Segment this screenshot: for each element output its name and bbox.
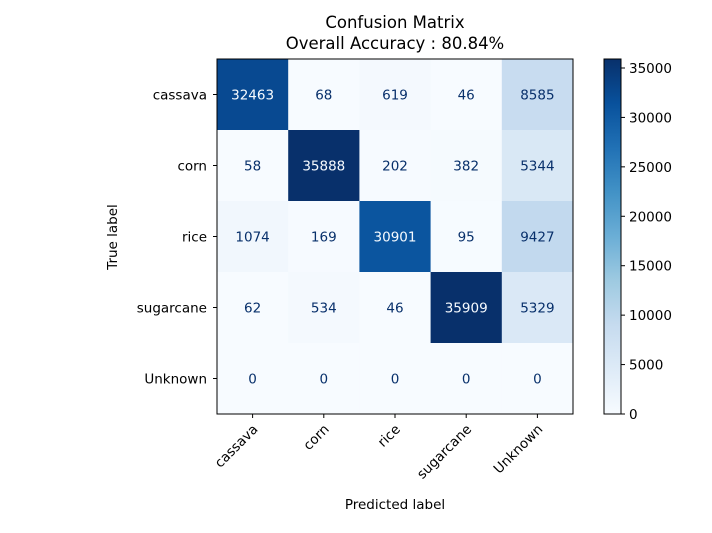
matrix-cell [359, 201, 432, 273]
cell-value-label: 0 [391, 372, 400, 388]
cell-value-label: 169 [311, 230, 337, 246]
x-axis-ticks: cassava corn rice sugarcane Unknown [212, 414, 547, 483]
cell-value-label: 5329 [520, 301, 554, 317]
matrix-cell [430, 130, 503, 202]
x-tick-label: corn [300, 422, 332, 454]
matrix-cell [501, 272, 574, 344]
cell-value-label: 619 [382, 88, 408, 104]
cell-value-label: 5344 [520, 159, 554, 175]
matrix-cell [217, 272, 289, 344]
y-axis-ticks: cassava corn rice sugarcane Unknown [137, 88, 217, 388]
matrix-cell [359, 343, 432, 415]
matrix-cell [288, 201, 360, 273]
x-tick-label: rice [375, 422, 404, 451]
matrix-cell [501, 130, 574, 202]
cell-value-label: 58 [244, 159, 261, 175]
matrix-cell [430, 59, 503, 131]
x-tick-label: cassava [212, 422, 262, 472]
colorbar [603, 58, 622, 415]
y-tick-label: Unknown [144, 372, 207, 388]
matrix-cell [217, 59, 289, 131]
y-tick-label: sugarcane [137, 301, 207, 317]
matrix-cell [501, 201, 574, 273]
cell-value-label: 382 [453, 159, 479, 175]
matrix-cell [288, 59, 360, 131]
cell-value-label: 202 [382, 159, 408, 175]
matrix-cells [217, 59, 574, 415]
chart-subtitle: Overall Accuracy : 80.84% [286, 34, 505, 53]
matrix-cell [288, 272, 360, 344]
cell-value-label: 30901 [374, 230, 417, 246]
colorbar-tick-label: 5000 [629, 358, 663, 374]
matrix-cell [359, 272, 432, 344]
colorbar-tick-label: 0 [629, 407, 638, 423]
matrix-cell [430, 272, 503, 344]
colorbar-tick-label: 25000 [629, 160, 672, 176]
colorbar-ticks: 0 5000 10000 15000 20000 25000 30000 35000 [621, 61, 672, 423]
cell-value-label: 68 [315, 88, 332, 104]
cell-value-label: 0 [533, 372, 542, 388]
matrix-cell [359, 59, 432, 131]
matrix-cell [430, 201, 503, 273]
matrix-cell-labels: 32463 68 619 46 8585 58 35888 202 382 5344 1074 169… [231, 88, 554, 388]
matrix-cell [217, 201, 289, 273]
matrix-cell [501, 343, 574, 415]
cell-value-label: 534 [311, 301, 337, 317]
cell-value-label: 95 [458, 230, 475, 246]
x-tick-label: Unknown [491, 422, 547, 478]
colorbar-tick-label: 10000 [629, 308, 672, 324]
matrix-cell [501, 59, 574, 131]
y-axis-label: True label [105, 204, 121, 271]
cell-value-label: 35909 [445, 301, 488, 317]
chart-title: Confusion Matrix [325, 13, 465, 32]
cell-value-label: 0 [462, 372, 471, 388]
colorbar-tick-label: 20000 [629, 209, 672, 225]
colorbar-tick-label: 35000 [629, 61, 672, 77]
cell-value-label: 8585 [520, 88, 554, 104]
cell-value-label: 0 [248, 372, 257, 388]
cell-value-label: 0 [320, 372, 329, 388]
matrix-cell [359, 130, 432, 202]
x-axis-label: Predicted label [345, 497, 445, 513]
cell-value-label: 9427 [520, 230, 554, 246]
y-tick-label: rice [182, 230, 207, 246]
matrix-cell [430, 343, 503, 415]
cell-value-label: 35888 [302, 159, 345, 175]
x-tick-label: sugarcane [414, 422, 475, 483]
matrix-cell [288, 130, 360, 202]
colorbar-tick-label: 15000 [629, 259, 672, 275]
cell-value-label: 46 [458, 88, 475, 104]
matrix-cell [217, 130, 289, 202]
matrix-cell [217, 343, 289, 415]
matrix-cell [288, 343, 360, 415]
cell-value-label: 62 [244, 301, 261, 317]
y-tick-label: cassava [153, 88, 207, 104]
y-tick-label: corn [177, 159, 207, 175]
cell-value-label: 1074 [235, 230, 269, 246]
cell-value-label: 46 [386, 301, 403, 317]
colorbar-tick-label: 30000 [629, 110, 672, 126]
cell-value-label: 32463 [231, 88, 274, 104]
